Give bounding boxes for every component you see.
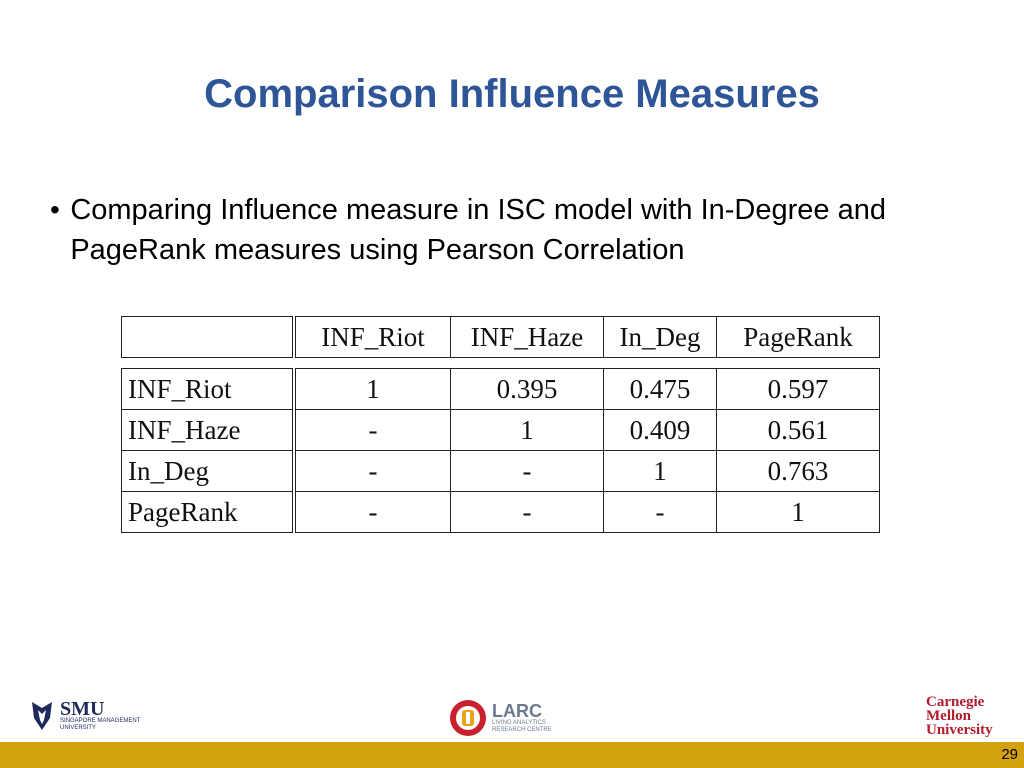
smu-line2: UNIVERSITY — [60, 725, 97, 731]
table-cell: - — [450, 491, 604, 533]
table-cell: 0.763 — [716, 450, 880, 492]
table-cell: - — [293, 409, 451, 451]
slide-title: Comparison Influence Measures — [204, 72, 820, 116]
table-cell: 1 — [603, 450, 717, 492]
table-row: INF_Haze - 1 0.409 0.561 — [121, 409, 880, 451]
bullet-text: Comparing Influence measure in ISC model… — [70, 194, 886, 266]
table-row: INF_Riot 1 0.395 0.475 0.597 — [121, 368, 880, 410]
smu-logo: SMU SINGAPORE MANAGEMENT UNIVERSITY — [28, 698, 140, 734]
cmu-line3: University — [926, 722, 993, 738]
row-label: INF_Haze — [121, 409, 296, 451]
bullet-dot-icon: • — [50, 194, 60, 225]
header-cell: INF_Haze — [450, 316, 604, 358]
correlation-table-header: INF_Riot INF_Haze In_Deg PageRank — [121, 316, 880, 358]
table-cell: 0.561 — [716, 409, 880, 451]
header-cell: PageRank — [716, 316, 880, 358]
larc-line2: RESEARCH CENTRE — [492, 726, 552, 733]
larc-logo: LARC LIVING ANALYTICS RESEARCH CENTRE — [448, 698, 552, 738]
table-cell: - — [603, 491, 717, 533]
smu-lion-icon — [32, 702, 52, 730]
table-row: In_Deg - - 1 0.763 — [121, 450, 880, 492]
correlation-table-body: INF_Riot 1 0.395 0.475 0.597 INF_Haze - … — [121, 368, 880, 533]
table-cell: 1 — [716, 491, 880, 533]
cmu-line1: Carnegie — [926, 694, 985, 710]
header-cell-empty — [121, 316, 296, 358]
smu-line1: SINGAPORE MANAGEMENT — [60, 718, 141, 724]
table-cell: - — [293, 491, 451, 533]
larc-line1: LIVING ANALYTICS — [492, 719, 546, 726]
table-cell: 0.475 — [603, 368, 717, 410]
header-cell: INF_Riot — [293, 316, 451, 358]
smu-name: SMU — [60, 698, 105, 720]
larc-name: LARC — [492, 700, 542, 721]
page-number: 29 — [1001, 746, 1018, 763]
header-cell: In_Deg — [603, 316, 717, 358]
footer-bar: 29 — [0, 742, 1024, 768]
table-cell: 0.409 — [603, 409, 717, 451]
table-cell: - — [293, 450, 451, 492]
table-cell: 1 — [450, 409, 604, 451]
bullet-item: • Comparing Influence measure in ISC mod… — [50, 190, 930, 270]
row-label: INF_Riot — [121, 368, 296, 410]
row-label: PageRank — [121, 491, 296, 533]
row-label: In_Deg — [121, 450, 296, 492]
cmu-logo: Carnegie Mellon University — [926, 694, 993, 738]
larc-emblem-icon — [450, 700, 486, 736]
table-cell: 0.597 — [716, 368, 880, 410]
cmu-line2: Mellon — [926, 708, 971, 724]
table-cell: - — [450, 450, 604, 492]
table-row: PageRank - - - 1 — [121, 491, 880, 533]
table-cell: 1 — [293, 368, 451, 410]
table-cell: 0.395 — [450, 368, 604, 410]
